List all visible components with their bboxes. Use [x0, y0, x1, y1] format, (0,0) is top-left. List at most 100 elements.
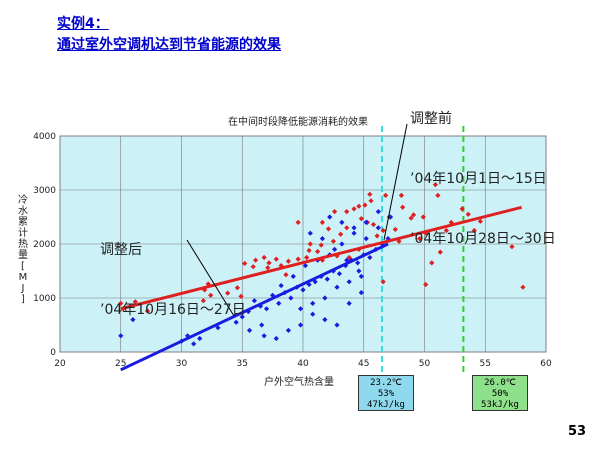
- point-before: [367, 191, 373, 197]
- point-after: [324, 276, 330, 282]
- point-before: [325, 226, 332, 232]
- point-after: [278, 282, 284, 289]
- point-after: [285, 327, 292, 333]
- point-before: [509, 244, 515, 250]
- point-before: [283, 272, 289, 278]
- reference-lines: [380, 126, 465, 372]
- point-before: [471, 227, 477, 234]
- point-after: [346, 300, 352, 306]
- point-after: [344, 257, 350, 263]
- point-after: [346, 279, 352, 285]
- y-tick-label: 2000: [33, 240, 56, 250]
- point-before: [356, 203, 362, 209]
- point-before: [330, 238, 336, 244]
- arrow-after: [186, 239, 235, 317]
- point-after: [334, 284, 340, 290]
- y-axis-label-char: 水: [18, 206, 28, 217]
- point-after: [322, 295, 328, 301]
- point-before: [234, 285, 240, 291]
- point-before: [408, 215, 414, 221]
- y-tick-label: 1000: [33, 294, 56, 304]
- point-after: [336, 271, 343, 277]
- condition-left-humidity: 53%: [377, 389, 395, 399]
- point-after: [215, 325, 221, 331]
- point-after: [327, 214, 333, 220]
- y-tick-label: 0: [50, 348, 56, 358]
- point-after: [375, 209, 381, 215]
- point-after: [297, 322, 304, 328]
- point-after: [297, 306, 304, 312]
- point-before: [520, 284, 526, 290]
- point-before: [420, 214, 426, 220]
- y-axis-label-char: M: [18, 272, 28, 283]
- page-number: 53: [568, 424, 587, 439]
- point-before: [380, 279, 386, 285]
- after-annotation: 调整后 ’04年10月16日～27日: [100, 200, 246, 340]
- point-after: [334, 322, 340, 328]
- x-tick-label: 40: [297, 359, 309, 369]
- point-before: [437, 249, 443, 255]
- point-before: [435, 192, 441, 198]
- point-before: [423, 281, 429, 288]
- y-axis-label-char: 累: [18, 217, 28, 228]
- point-before: [295, 219, 301, 225]
- point-before: [261, 254, 267, 261]
- point-before: [314, 248, 321, 255]
- before-title: 调整前: [410, 111, 452, 127]
- y-axis-label-char: J: [21, 283, 25, 294]
- point-before: [319, 219, 326, 225]
- point-before: [338, 231, 344, 237]
- before-range-1: ’04年10月1日～15日: [410, 171, 547, 187]
- point-before: [205, 281, 211, 287]
- y-axis-label-char: 量: [18, 250, 28, 261]
- condition-left-enthalpy: 47kJ/kg: [367, 400, 405, 410]
- point-before: [432, 182, 439, 188]
- point-after: [259, 322, 265, 328]
- grid-lines: [59, 135, 547, 353]
- point-after: [251, 298, 257, 304]
- point-after: [300, 287, 306, 293]
- point-after: [273, 335, 279, 342]
- point-after: [302, 263, 309, 269]
- point-after: [130, 317, 136, 323]
- trendlines: [120, 205, 523, 372]
- point-before: [132, 299, 138, 305]
- point-before: [250, 264, 256, 270]
- point-after: [246, 327, 253, 333]
- point-after: [358, 290, 364, 296]
- x-tick-label: 45: [358, 359, 369, 369]
- point-before: [200, 298, 206, 304]
- point-after: [239, 314, 245, 320]
- trendline-after: [120, 242, 389, 372]
- point-after: [339, 241, 345, 247]
- condition-box-right: 26.0℃ 50% 53kJ/kg: [472, 375, 528, 411]
- condition-right-enthalpy: 53kJ/kg: [481, 400, 519, 410]
- point-after: [367, 254, 373, 261]
- point-after: [319, 236, 326, 242]
- point-before: [144, 308, 151, 314]
- point-before: [118, 300, 124, 306]
- point-before: [307, 241, 313, 247]
- point-after: [375, 225, 381, 231]
- point-after: [331, 246, 338, 252]
- point-before: [351, 206, 357, 212]
- point-before: [242, 260, 248, 267]
- after-title: 调整后: [100, 242, 142, 258]
- point-before: [331, 209, 338, 215]
- x-tick-label: 30: [176, 359, 188, 369]
- point-before: [238, 293, 244, 299]
- y-axis-label-char: 冷: [18, 195, 28, 206]
- point-before: [380, 227, 386, 234]
- point-before: [477, 218, 483, 224]
- point-after: [233, 319, 239, 325]
- point-after: [184, 333, 191, 339]
- after-range: ’04年10月16日～27日: [100, 302, 246, 318]
- point-before: [225, 290, 231, 296]
- point-before: [374, 233, 380, 239]
- point-after: [312, 279, 318, 285]
- trendline-before: [120, 205, 523, 311]
- point-after: [351, 225, 357, 231]
- point-after: [288, 295, 294, 301]
- point-after: [363, 236, 369, 242]
